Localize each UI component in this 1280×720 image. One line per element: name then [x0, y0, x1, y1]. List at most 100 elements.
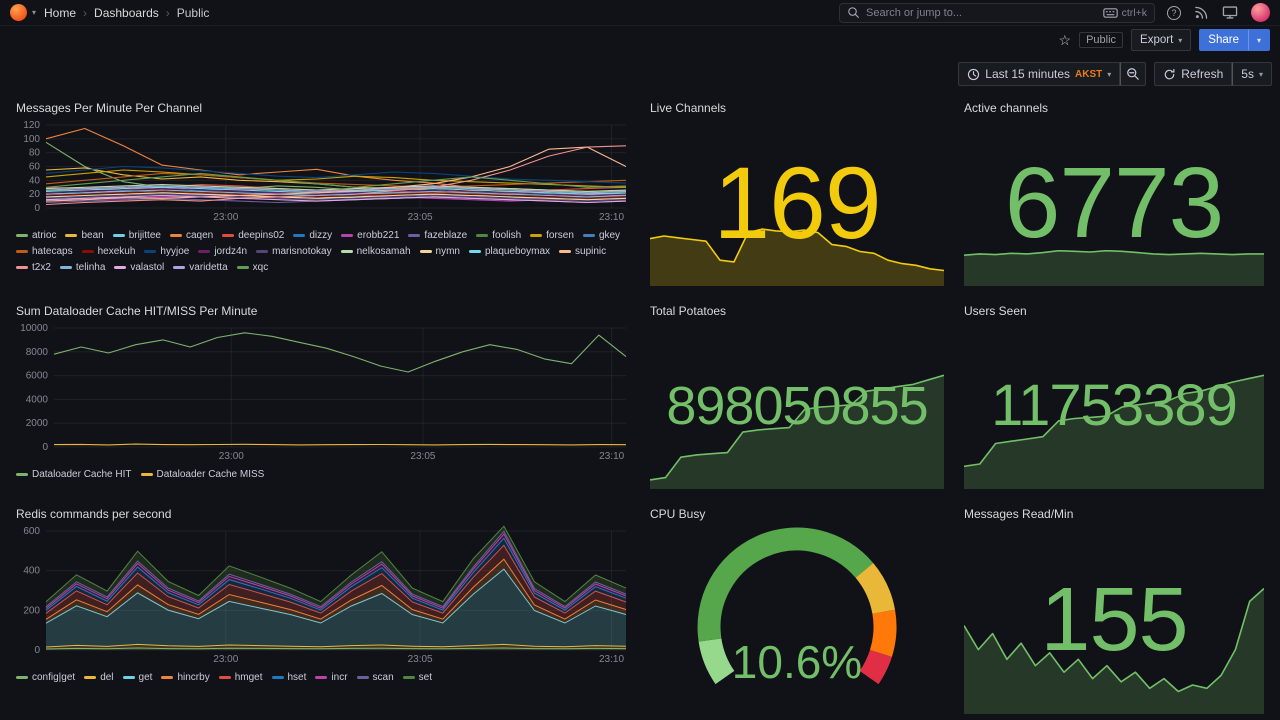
time-range-group: Last 15 minutes AKST ▾: [958, 62, 1147, 86]
export-button[interactable]: Export ▾: [1131, 29, 1192, 51]
legend-item[interactable]: plaqueboymax: [468, 244, 550, 259]
legend-label: hexekuh: [97, 246, 136, 257]
zoom-out-button[interactable]: [1120, 62, 1147, 86]
legend-label: hatecaps: [32, 246, 73, 257]
legend-item[interactable]: Dataloader Cache MISS: [140, 467, 264, 482]
panel-title[interactable]: Messages Read/Min: [964, 507, 1074, 521]
rss-icon[interactable]: [1194, 5, 1209, 20]
panel-title[interactable]: Total Potatoes: [650, 304, 727, 318]
legend-item[interactable]: caqen: [169, 228, 213, 243]
legend-label: get: [138, 672, 153, 683]
panel-title[interactable]: Sum Dataloader Cache HIT/MISS Per Minute: [16, 304, 258, 318]
legend-item[interactable]: xqc: [236, 260, 268, 275]
legend-item[interactable]: incr: [315, 670, 348, 685]
grafana-logo-icon[interactable]: [10, 4, 27, 21]
legend-item[interactable]: hincrby: [161, 670, 210, 685]
svg-text:23:10: 23:10: [599, 212, 624, 223]
legend-label: nymn: [435, 246, 460, 257]
svg-text:60: 60: [29, 162, 41, 173]
legend-label: foolish: [492, 230, 522, 241]
legend-swatch-icon: [59, 266, 72, 269]
svg-text:8000: 8000: [26, 347, 49, 358]
panel-title[interactable]: Users Seen: [964, 304, 1027, 318]
legend-item[interactable]: hatecaps: [16, 244, 73, 259]
legend-item[interactable]: valastol: [114, 260, 164, 275]
legend-item[interactable]: t2x2: [16, 260, 51, 275]
legend-item[interactable]: nymn: [419, 244, 460, 259]
redis-chart[interactable]: 0 200 400 600 23:00 23:05 23:10: [16, 525, 632, 665]
legend-item[interactable]: erobb221: [341, 228, 399, 243]
legend-swatch-icon: [222, 234, 235, 237]
panel-messages-per-minute: Messages Per Minute Per Channel 0 20 40 60 8…: [8, 94, 640, 292]
panel-redis-commands: Redis commands per second 0 200 400 600 23:0…: [8, 500, 640, 714]
chevron-down-icon[interactable]: ▾: [32, 8, 37, 17]
breadcrumb-separator-icon: ›: [83, 5, 88, 20]
legend-item[interactable]: marisnotokay: [256, 244, 332, 259]
legend-item[interactable]: gkey: [582, 228, 620, 243]
legend-swatch-icon: [559, 250, 572, 253]
refresh-icon: [1164, 68, 1175, 79]
dataloader-chart[interactable]: 0 2000 4000 6000 8000 10000 23:00 23:05 23:10: [16, 322, 632, 462]
svg-text:120: 120: [23, 120, 40, 131]
legend-item[interactable]: del: [84, 670, 114, 685]
shortcut-label: ctrl+k: [1121, 6, 1147, 19]
breadcrumb-dashboards[interactable]: Dashboards: [94, 5, 159, 20]
legend-item[interactable]: supinic: [559, 244, 606, 259]
star-icon[interactable]: ☆: [1058, 31, 1072, 48]
legend-item[interactable]: fazeblaze: [408, 228, 467, 243]
legend-item[interactable]: hset: [271, 670, 307, 685]
panel-title[interactable]: Redis commands per second: [16, 507, 172, 521]
panel-live-channels: Live Channels 169: [642, 94, 952, 292]
legend-item[interactable]: hyyjoe: [144, 244, 189, 259]
legend-swatch-icon: [16, 473, 28, 476]
legend-label: config|get: [32, 672, 76, 683]
svg-text:600: 600: [23, 526, 40, 537]
legend-item[interactable]: nelkosamah: [340, 244, 411, 259]
refresh-interval-button[interactable]: 5s ▾: [1232, 62, 1272, 86]
legend-item[interactable]: bean: [65, 228, 104, 243]
panel-title[interactable]: Active channels: [964, 101, 1049, 115]
monitor-icon[interactable]: [1222, 5, 1238, 20]
legend-item[interactable]: config|get: [16, 670, 75, 685]
legend-swatch-icon: [169, 234, 182, 237]
refresh-button[interactable]: Refresh: [1154, 62, 1233, 86]
help-icon[interactable]: ?: [1167, 5, 1181, 20]
legend-swatch-icon: [173, 266, 186, 269]
legend-label: marisnotokay: [272, 246, 332, 257]
legend-item[interactable]: foolish: [476, 228, 521, 243]
legend-item[interactable]: scan: [356, 670, 394, 685]
panel-title[interactable]: Messages Per Minute Per Channel: [16, 101, 203, 115]
legend-item[interactable]: set: [402, 670, 432, 685]
legend-item[interactable]: hmget: [218, 670, 263, 685]
legend-item[interactable]: telinha: [59, 260, 105, 275]
user-avatar[interactable]: [1251, 3, 1270, 22]
legend-label: fazeblaze: [424, 230, 468, 241]
interval-label: 5s: [1241, 67, 1254, 81]
stat-value: 6773: [1004, 146, 1224, 259]
share-menu-button[interactable]: ▾: [1247, 29, 1270, 51]
legend-item[interactable]: atrioc: [16, 228, 56, 243]
legend-item[interactable]: forsen: [530, 228, 574, 243]
legend-swatch-icon: [16, 234, 28, 237]
legend-item[interactable]: dizzy: [293, 228, 332, 243]
keyboard-icon: [1102, 7, 1118, 18]
legend-label: hset: [287, 672, 307, 683]
clock-icon: [968, 68, 980, 80]
legend-item[interactable]: varidetta: [173, 260, 228, 275]
search-input[interactable]: Search or jump to... ctrl+k: [839, 2, 1155, 23]
stat-value: 11753389: [991, 372, 1238, 438]
legend-item[interactable]: jordz4n: [198, 244, 247, 259]
panel-title[interactable]: CPU Busy: [650, 507, 706, 521]
legend-item[interactable]: Dataloader Cache HIT: [16, 467, 132, 482]
panel-title[interactable]: Live Channels: [650, 101, 727, 115]
legend-item[interactable]: deepins02: [222, 228, 284, 243]
time-range-picker[interactable]: Last 15 minutes AKST ▾: [958, 62, 1121, 86]
legend-item[interactable]: brijittee: [112, 228, 161, 243]
breadcrumb-home[interactable]: Home: [44, 5, 77, 20]
legend-item[interactable]: get: [122, 670, 153, 685]
messages-chart[interactable]: 0 20 40 60 80 100 120 23:00 23:05 23:10: [16, 119, 632, 223]
time-controls: Last 15 minutes AKST ▾ Refresh 5s ▾: [958, 62, 1272, 86]
share-button[interactable]: Share: [1199, 29, 1248, 51]
legend-swatch-icon: [530, 234, 543, 237]
legend-item[interactable]: hexekuh: [81, 244, 136, 259]
